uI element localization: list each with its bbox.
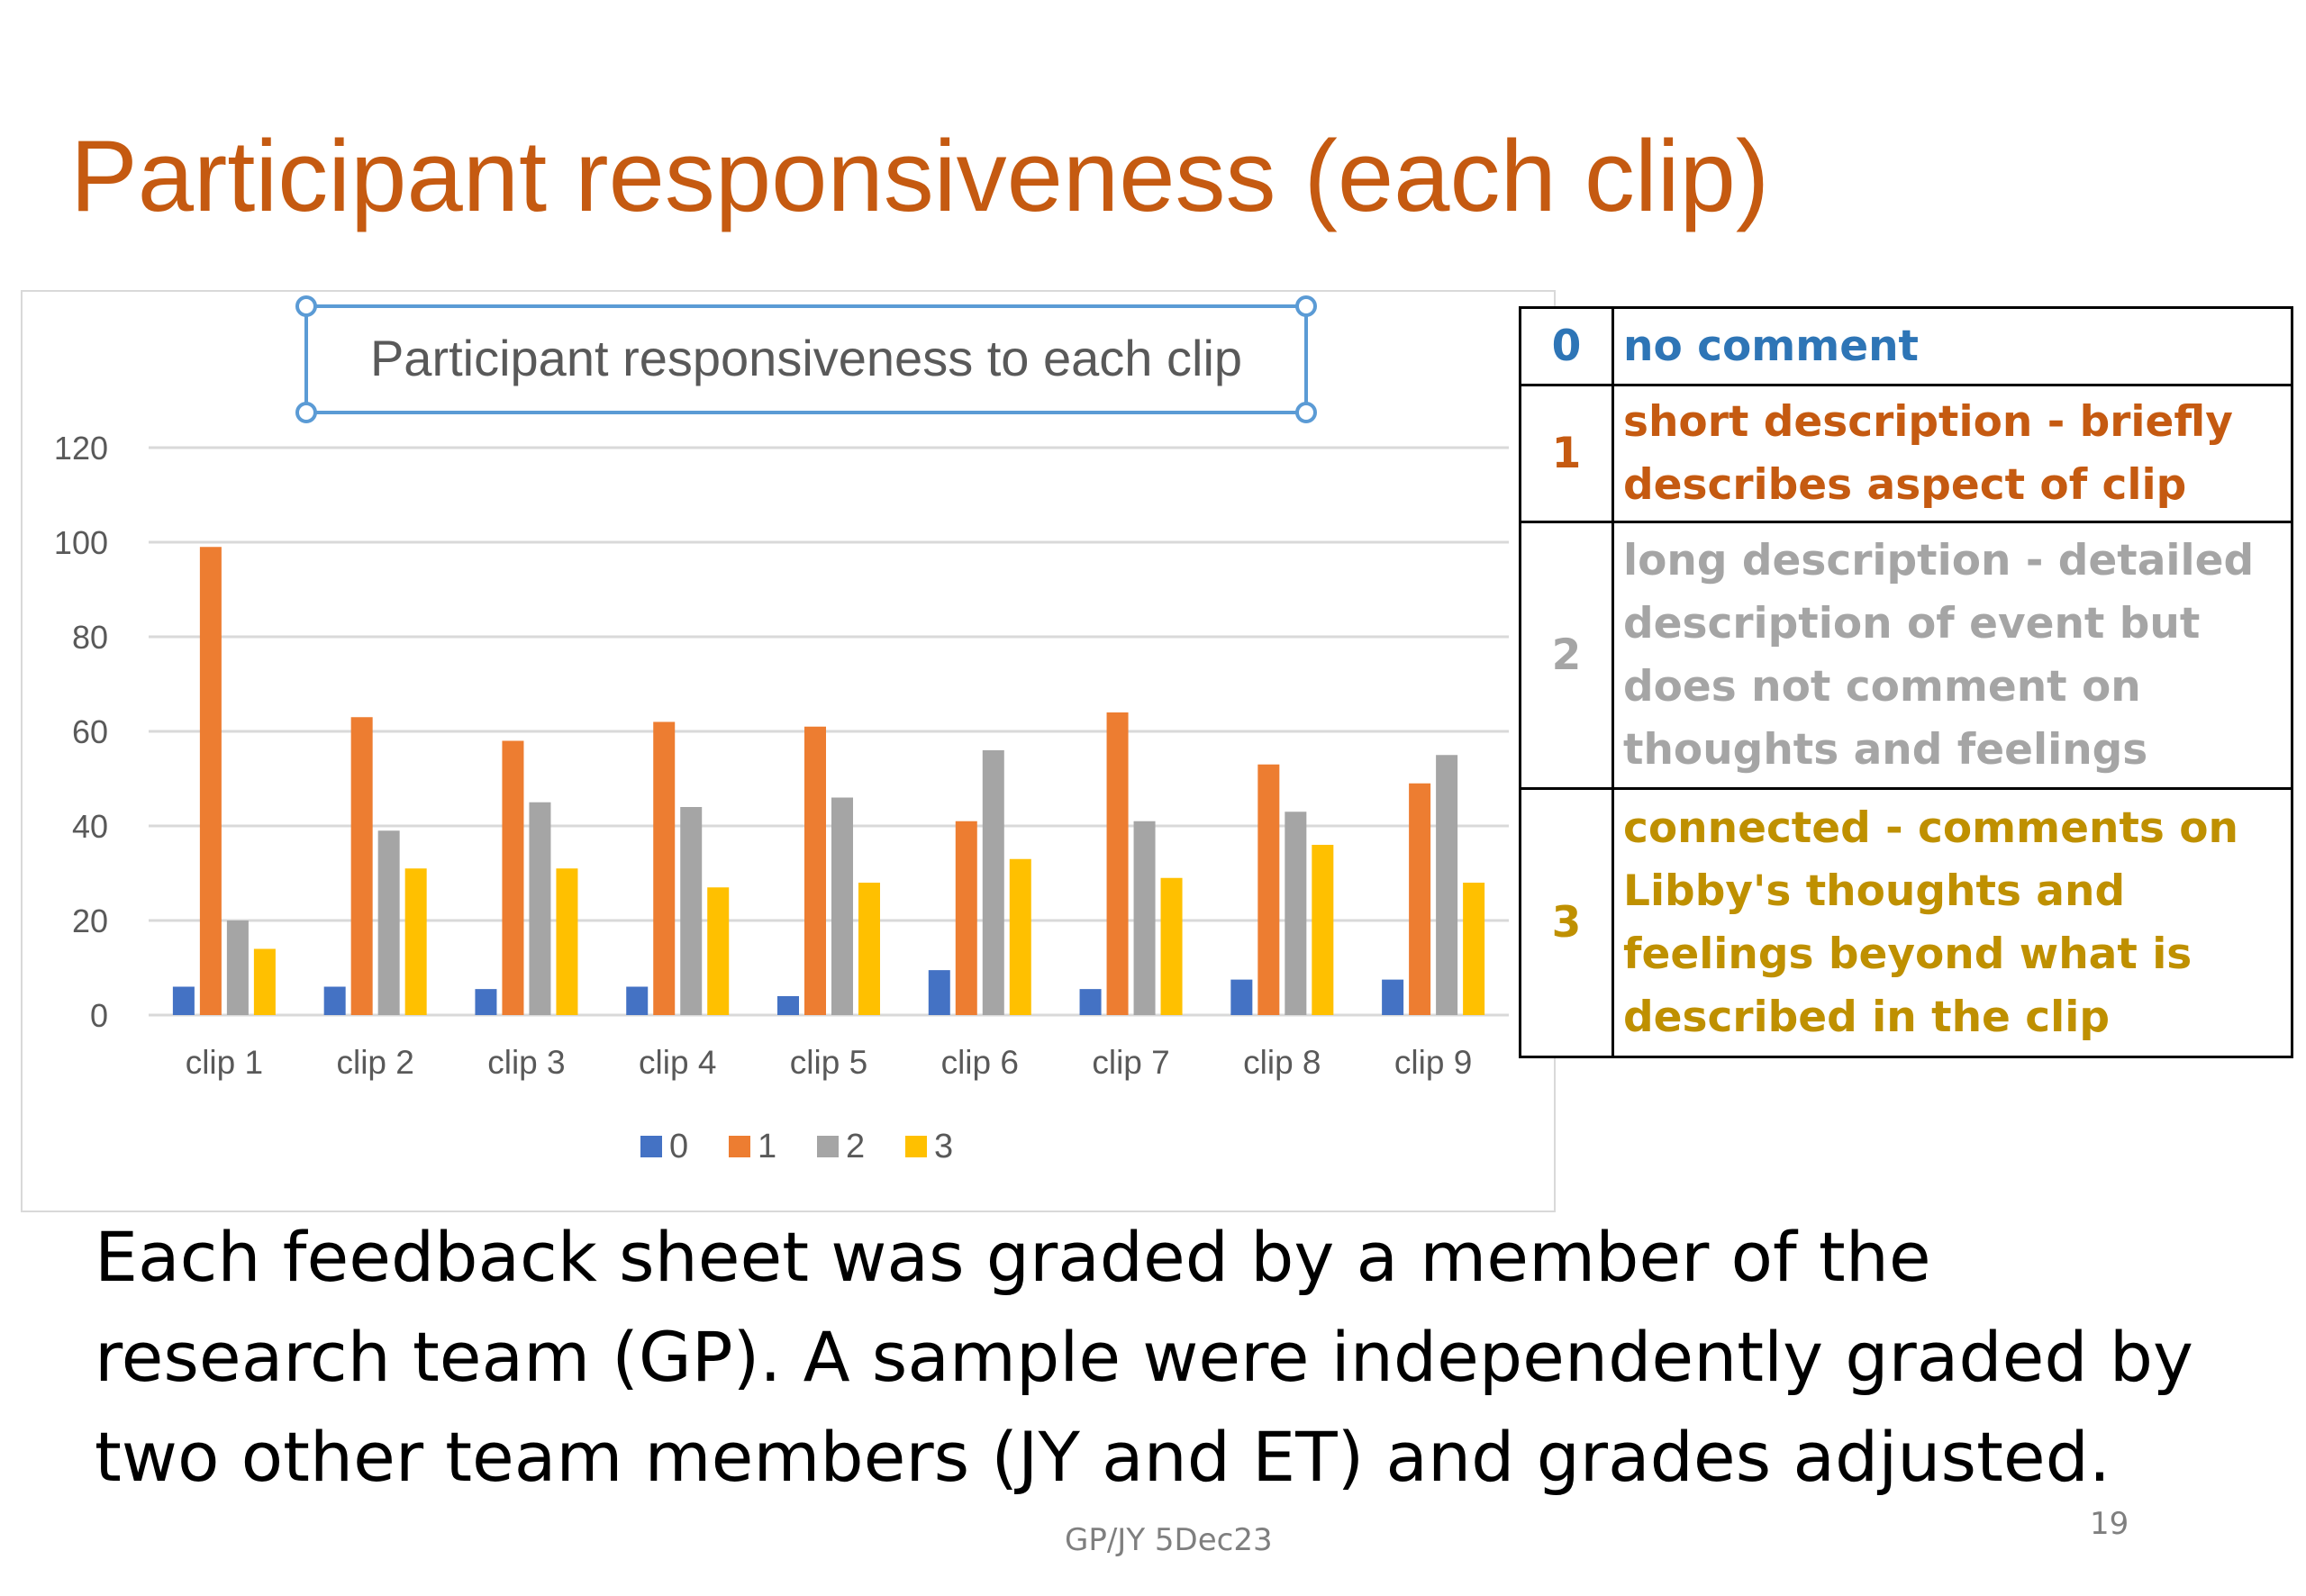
bar-clip9-series-3 bbox=[1463, 883, 1485, 1015]
bar-clip2-series-0 bbox=[323, 986, 346, 1015]
selection-handle-3 bbox=[1295, 402, 1317, 423]
bar-clip9-series-1 bbox=[1409, 783, 1431, 1015]
bar-clip4-series-2 bbox=[680, 807, 703, 1015]
grade-key-row-1: 1 short description - briefly describes … bbox=[1519, 384, 2293, 523]
bar-clip5-series-1 bbox=[804, 726, 826, 1015]
bar-clip3-series-0 bbox=[475, 989, 497, 1015]
grade-description-1: short description - briefly describes as… bbox=[1611, 384, 2293, 523]
y-tick-label: 40 bbox=[72, 808, 108, 845]
grade-description-2: long description - detailed description … bbox=[1611, 521, 2293, 790]
bar-clip2-series-3 bbox=[404, 868, 427, 1015]
bar-clip5-series-2 bbox=[831, 797, 853, 1015]
bar-clip1-series-1 bbox=[199, 547, 222, 1015]
grade-description-3: connected - comments on Libby's thoughts… bbox=[1611, 787, 2293, 1058]
legend-label-2: 2 bbox=[846, 1128, 865, 1165]
bar-clip7-series-2 bbox=[1133, 821, 1156, 1015]
x-tick-label: clip 9 bbox=[1394, 1044, 1472, 1081]
y-tick-label: 20 bbox=[72, 902, 108, 939]
grade-key-table: 0 no comment 1 short description - brief… bbox=[1519, 306, 2293, 1058]
bar-clip8-series-3 bbox=[1312, 845, 1334, 1015]
bar-clip2-series-1 bbox=[350, 717, 373, 1015]
bar-clip5-series-3 bbox=[858, 883, 880, 1015]
bar-clip7-series-1 bbox=[1106, 712, 1129, 1015]
grade-key-row-0: 0 no comment bbox=[1519, 306, 2293, 386]
y-tick-label: 60 bbox=[72, 713, 108, 750]
y-tick-label: 80 bbox=[72, 619, 108, 656]
bar-clip6-series-0 bbox=[928, 970, 950, 1015]
x-tick-label: clip 8 bbox=[1243, 1044, 1321, 1081]
bar-clip1-series-2 bbox=[226, 920, 249, 1015]
bar-clip9-series-2 bbox=[1436, 755, 1458, 1015]
grade-key-row-3: 3 connected - comments on Libby's though… bbox=[1519, 787, 2293, 1058]
bar-clip3-series-3 bbox=[556, 868, 578, 1015]
bar-clip4-series-0 bbox=[626, 986, 649, 1015]
grade-key-row-2: 2 long description - detailed descriptio… bbox=[1519, 521, 2293, 790]
bar-clip4-series-3 bbox=[707, 887, 730, 1015]
x-tick-label: clip 2 bbox=[336, 1044, 413, 1081]
bar-clip7-series-0 bbox=[1079, 989, 1102, 1015]
bar-clip8-series-1 bbox=[1257, 764, 1280, 1015]
slide-title: Participant responsiveness (each clip) bbox=[70, 120, 1770, 232]
x-tick-label: clip 6 bbox=[941, 1044, 1019, 1081]
grade-code-2: 2 bbox=[1519, 521, 1614, 790]
legend-swatch-1 bbox=[729, 1136, 750, 1157]
bar-clip4-series-1 bbox=[653, 721, 676, 1015]
bar-clip8-series-0 bbox=[1230, 979, 1253, 1015]
bar-clip6-series-3 bbox=[1009, 858, 1031, 1015]
grade-code-3: 3 bbox=[1519, 787, 1614, 1058]
selection-handle-1 bbox=[1295, 295, 1317, 317]
chart-title-selection-box bbox=[304, 304, 1308, 414]
x-tick-label: clip 4 bbox=[639, 1044, 716, 1081]
body-text: Each feedback sheet was graded by a memb… bbox=[95, 1217, 2193, 1497]
bar-clip3-series-1 bbox=[502, 740, 524, 1015]
x-tick-label: clip 3 bbox=[487, 1044, 565, 1081]
x-tick-label: clip 5 bbox=[790, 1044, 867, 1081]
selection-handle-0 bbox=[295, 295, 317, 317]
bar-clip6-series-2 bbox=[982, 750, 1004, 1015]
footer-text: GP/JY 5Dec23 bbox=[1065, 1522, 1273, 1558]
legend-swatch-0 bbox=[640, 1136, 662, 1157]
grade-code-0: 0 bbox=[1519, 306, 1614, 386]
y-tick-label: 100 bbox=[54, 524, 108, 561]
legend-label-3: 3 bbox=[934, 1128, 953, 1165]
grade-description-0: no comment bbox=[1611, 306, 2293, 386]
bar-clip6-series-1 bbox=[955, 821, 977, 1015]
bar-clip1-series-3 bbox=[253, 948, 276, 1015]
bar-chart: Participant responsiveness to each clip 0… bbox=[54, 295, 1509, 1165]
page-number: 19 bbox=[2090, 1506, 2129, 1542]
grade-code-1: 1 bbox=[1519, 384, 1614, 523]
legend-swatch-3 bbox=[905, 1136, 927, 1157]
bar-clip2-series-2 bbox=[377, 830, 400, 1015]
bar-clip9-series-0 bbox=[1382, 979, 1404, 1015]
chart-title: Participant responsiveness to each clip bbox=[370, 330, 1242, 386]
selection-handle-2 bbox=[295, 402, 317, 423]
legend-label-0: 0 bbox=[669, 1128, 688, 1165]
bar-clip1-series-0 bbox=[172, 986, 195, 1015]
chart-frame[interactable]: Participant responsiveness to each clip 0… bbox=[21, 290, 1556, 1212]
y-tick-label: 0 bbox=[90, 997, 108, 1034]
bar-clip7-series-3 bbox=[1160, 877, 1183, 1015]
bar-clip5-series-0 bbox=[777, 996, 799, 1015]
legend-label-1: 1 bbox=[758, 1128, 776, 1165]
x-tick-label: clip 1 bbox=[186, 1044, 263, 1081]
bar-clip8-series-2 bbox=[1285, 812, 1307, 1015]
y-tick-label: 120 bbox=[54, 430, 108, 467]
x-tick-label: clip 7 bbox=[1092, 1044, 1169, 1081]
legend-swatch-2 bbox=[817, 1136, 839, 1157]
bar-clip3-series-2 bbox=[529, 802, 551, 1015]
